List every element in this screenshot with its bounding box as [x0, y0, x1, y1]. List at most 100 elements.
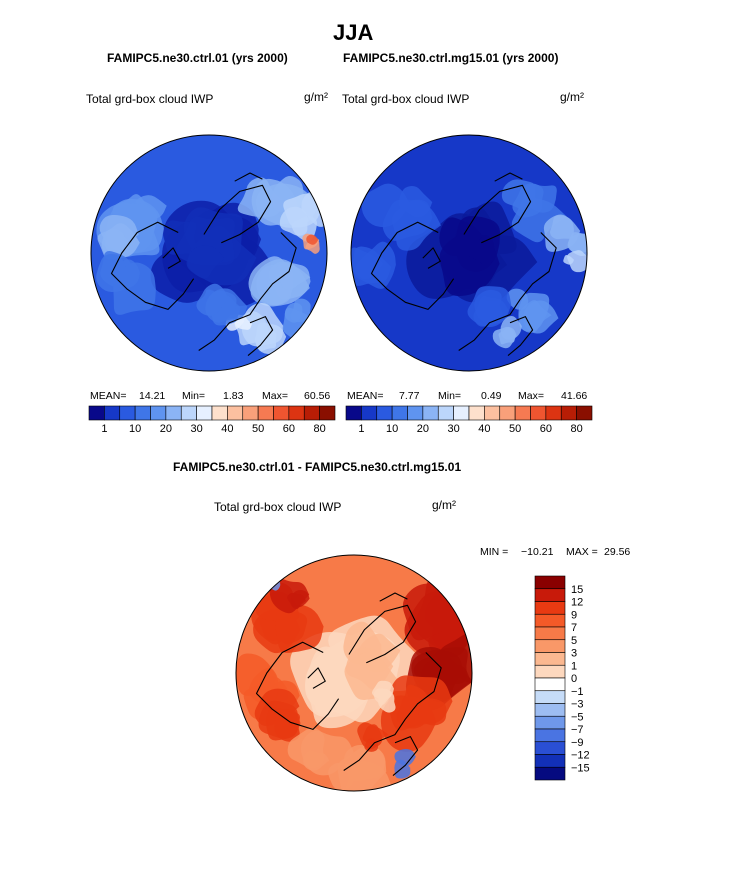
- min-label-right: Min=: [438, 390, 462, 402]
- diff-panel-title: FAMIPC5.ne30.ctrl.01 - FAMIPC5.ne30.ctrl…: [173, 460, 462, 474]
- min-value-diff: −10.21: [521, 546, 554, 558]
- colorbar-tick-label: 40: [478, 423, 490, 435]
- variable-label-diff: Total grd-box cloud IWP: [214, 500, 342, 514]
- coastline: [379, 592, 408, 602]
- colorbar-tick-label: 40: [221, 423, 233, 435]
- colorbar-tick-label: −5: [571, 711, 584, 723]
- units-label-diff: g/m²: [432, 498, 456, 512]
- colorbar-tick-label: 5: [571, 635, 577, 647]
- colorbar-tick-label: 3: [571, 648, 577, 660]
- field-patch: [306, 234, 319, 245]
- colorbar-swatch: [545, 405, 562, 421]
- colorbar-tick-label: 10: [386, 423, 398, 435]
- colorbar-tick-label: 30: [448, 423, 460, 435]
- colorbar-swatch: [273, 405, 290, 421]
- colorbar-tick-label: −12: [571, 750, 590, 762]
- colorbar-swatch: [530, 405, 547, 421]
- colorbar-swatch: [227, 405, 244, 421]
- colorbar-swatch: [468, 405, 485, 421]
- colorbar-swatch: [534, 601, 566, 615]
- map-border: [90, 134, 328, 372]
- field-patch: [303, 750, 330, 771]
- colorbar-swatch: [534, 728, 566, 743]
- min-value-right: 0.49: [481, 390, 502, 402]
- colorbar-swatch: [257, 405, 274, 421]
- colorbar-tick-label: 12: [571, 597, 583, 609]
- colorbar-tick-label: 30: [191, 423, 203, 435]
- coastline: [162, 247, 181, 269]
- colorbar-swatch: [534, 626, 566, 641]
- colorbar-tick-label: 60: [540, 423, 552, 435]
- colorbar-swatch: [422, 405, 439, 421]
- field-patch: [196, 283, 229, 316]
- colorbar-tick-label: 80: [314, 423, 326, 435]
- variable-label-left: Total grd-box cloud IWP: [86, 92, 214, 106]
- max-value-diff: 29.56: [604, 546, 631, 558]
- field-patch: [354, 241, 396, 289]
- colorbar-swatch: [534, 588, 566, 602]
- page-title: JJA: [333, 20, 374, 45]
- max-value-left: 60.56: [304, 390, 331, 402]
- max-value-right: 41.66: [561, 390, 588, 402]
- field-patch: [362, 724, 383, 747]
- units-label-left: g/m²: [304, 90, 328, 104]
- mean-value-left: 14.21: [139, 390, 166, 402]
- min-value-left: 1.83: [223, 390, 244, 402]
- colorbar-swatch: [534, 677, 566, 692]
- coastline: [507, 316, 534, 357]
- polar-map: [91, 135, 327, 371]
- field-patch: [418, 698, 447, 726]
- colorbar-swatch: [211, 405, 228, 421]
- polar-map: [236, 555, 472, 791]
- field-patch: [274, 710, 300, 742]
- colorbar-swatch: [534, 690, 566, 704]
- coastline: [494, 172, 523, 182]
- colorbar-swatch: [376, 405, 393, 421]
- colorbar-swatch: [407, 405, 424, 421]
- coastline: [203, 184, 272, 244]
- colorbar-swatch: [288, 405, 305, 421]
- colorbar-swatch: [484, 405, 501, 421]
- colorbar-tick-label: 15: [571, 584, 583, 596]
- colorbar-tick-label: 1: [101, 423, 107, 435]
- colorbar-swatch: [534, 754, 566, 768]
- colorbar-tick-label: 50: [509, 423, 521, 435]
- colorbar-tick-label: −1: [571, 686, 584, 698]
- map-border: [350, 134, 588, 372]
- field-patch: [523, 183, 557, 213]
- colorbar-tick-label: 9: [571, 609, 577, 621]
- coastline: [392, 736, 419, 777]
- coastline: [307, 667, 326, 689]
- field-patch: [518, 300, 552, 333]
- coastline: [422, 247, 441, 269]
- colorbar-tick-label: 20: [417, 423, 429, 435]
- colorbar-swatch: [514, 405, 531, 421]
- max-label-right: Max=: [518, 390, 544, 402]
- mean-value-right: 7.77: [399, 390, 420, 402]
- colorbar-swatch: [534, 715, 566, 730]
- panel-right-title: FAMIPC5.ne30.ctrl.mg15.01 (yrs 2000): [343, 51, 559, 65]
- min-label-diff: MIN =: [480, 546, 509, 558]
- field-patch: [549, 215, 574, 240]
- field-patch: [186, 245, 225, 279]
- colorbar-swatch: [150, 405, 167, 421]
- field-patch: [378, 690, 396, 713]
- colorbar-swatch: [104, 405, 121, 421]
- colorbar-tick-label: 0: [571, 673, 577, 685]
- mean-label-right: MEAN=: [347, 390, 384, 402]
- field-patch: [337, 746, 387, 791]
- coastline: [234, 172, 263, 182]
- colorbar-swatch: [303, 405, 320, 421]
- min-label-left: Min=: [182, 390, 206, 402]
- coastline: [458, 232, 557, 351]
- colorbar-swatch: [534, 639, 566, 653]
- colorbar-swatch: [196, 405, 213, 421]
- colorbar-swatch: [534, 575, 566, 590]
- field-patch: [437, 632, 472, 683]
- field-patch: [275, 262, 311, 290]
- colorbar-tick-label: −15: [571, 762, 590, 774]
- colorbar-tick-label: 10: [129, 423, 141, 435]
- colorbar-swatch: [534, 652, 566, 666]
